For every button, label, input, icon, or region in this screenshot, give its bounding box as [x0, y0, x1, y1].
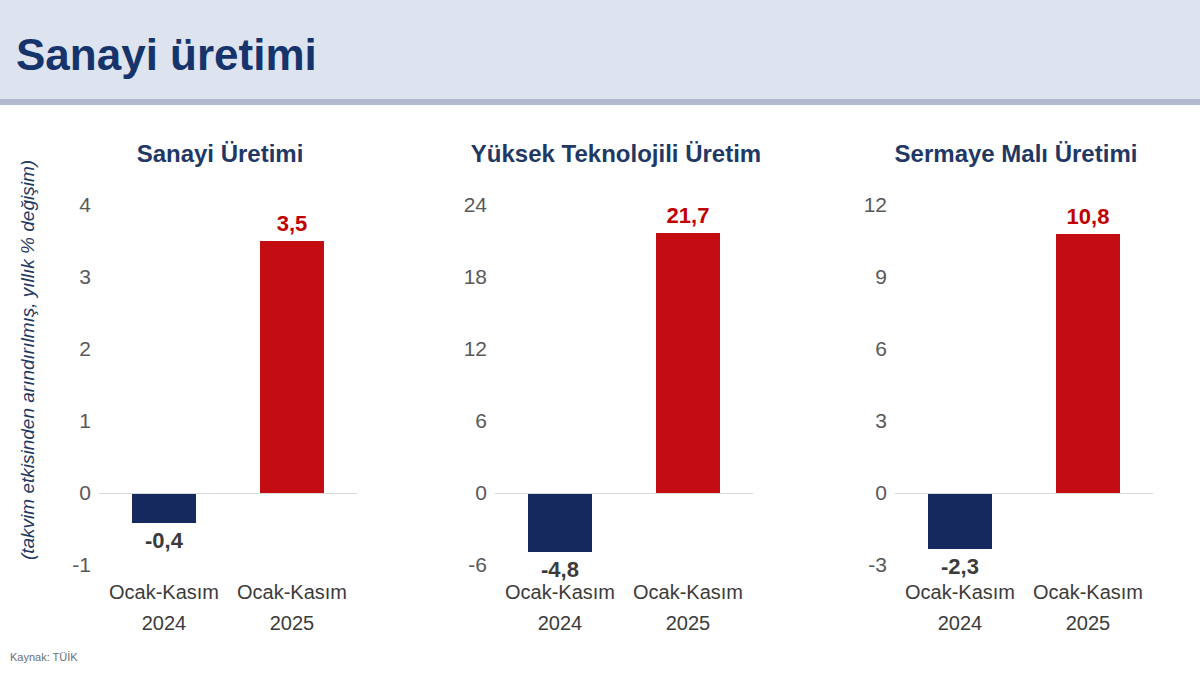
y-tick-label: 9 [875, 265, 887, 289]
y-tick-label: 18 [464, 265, 487, 289]
bar-negative [132, 494, 196, 523]
x-axis-labels: Ocak-Kasım 2024Ocak-Kasım 2025 [451, 577, 781, 649]
y-tick-label: 0 [875, 481, 887, 505]
plot-area: 129630-3-2,310,8 [851, 205, 1181, 565]
plot: -2,310,8 [895, 205, 1181, 565]
plot: -0,4 3,5 [99, 205, 385, 565]
chart-title: Yüksek Teknolojili Üretim [451, 140, 781, 180]
y-tick-label: 1 [79, 409, 91, 433]
bar-positive [656, 233, 720, 493]
y-tick-label: 6 [475, 409, 487, 433]
y-tick-label: 3 [875, 409, 887, 433]
y-tick-label: -6 [468, 553, 487, 577]
chart-2: Yüksek Teknolojili Üretim 24 18 12 6 0 -6 -4,82… [451, 140, 781, 649]
bar-value-label: 3,5 [232, 211, 352, 237]
y-tick-label: 6 [875, 337, 887, 361]
chart-title: Sanayi Üretimi [55, 140, 385, 180]
y-tick-label: 0 [79, 481, 91, 505]
x-axis-labels: Ocak-Kasım 2024Ocak-Kasım 2025 [55, 577, 385, 649]
x-axis-labels: Ocak-Kasım 2024Ocak-Kasım 2025 [851, 577, 1181, 649]
chart-1: Sanayi Üretimi 4 3 2 1 0 -1 -0,4 3,5 Ocak-Kasım 2… [55, 140, 385, 649]
chart-title: Sermaye Malı Üretimi [851, 140, 1181, 180]
bar-value-label: 10,8 [1028, 204, 1148, 230]
y-tick-label: 4 [79, 193, 91, 217]
charts-row: Sanayi Üretimi 4 3 2 1 0 -1 -0,4 3,5 Ocak-Kasım 2… [55, 140, 1181, 649]
x-axis-label: Ocak-Kasım 2025 [217, 577, 367, 639]
y-axis: 129630-3 [851, 205, 895, 565]
y-tick-label: -3 [868, 553, 887, 577]
x-axis-label: Ocak-Kasım 2025 [613, 577, 763, 639]
slide-header: Sanayi üretimi [0, 0, 1200, 105]
y-tick-label: 0 [475, 481, 487, 505]
y-axis-caption: (takvim etkisinden arındırılmış, yıllık … [17, 130, 47, 590]
x-axis-label: Ocak-Kasım 2025 [1013, 577, 1163, 639]
bar-negative [528, 494, 592, 552]
y-tick-label: 2 [79, 337, 91, 361]
page-title: Sanayi üretimi [16, 20, 317, 80]
bar-negative [928, 494, 992, 549]
y-axis: 24181260-6 [451, 205, 495, 565]
y-axis: 43210-1 [55, 205, 99, 565]
bar-value-label: 21,7 [628, 203, 748, 229]
y-tick-label: 3 [79, 265, 91, 289]
bar-positive [1056, 234, 1120, 493]
y-tick-label: 12 [864, 193, 887, 217]
y-tick-label: -1 [72, 553, 91, 577]
plot: -4,821,7 [495, 205, 781, 565]
plot-area: 43210-1-0,43,5 [55, 205, 385, 565]
y-tick-label: 12 [464, 337, 487, 361]
y-tick-label: 24 [464, 193, 487, 217]
bar-positive [260, 241, 324, 493]
source-note: Kaynak: TÜİK [10, 651, 78, 663]
slide: Sanayi üretimi (takvim etkisinden arındı… [0, 0, 1200, 675]
plot-area: 24181260-6-4,821,7 [451, 205, 781, 565]
chart-3: Sermaye Malı Üretimi 12 9 6 3 0 -3 -2,310,8 Ocak… [851, 140, 1181, 649]
bar-value-label: -0,4 [104, 528, 224, 554]
